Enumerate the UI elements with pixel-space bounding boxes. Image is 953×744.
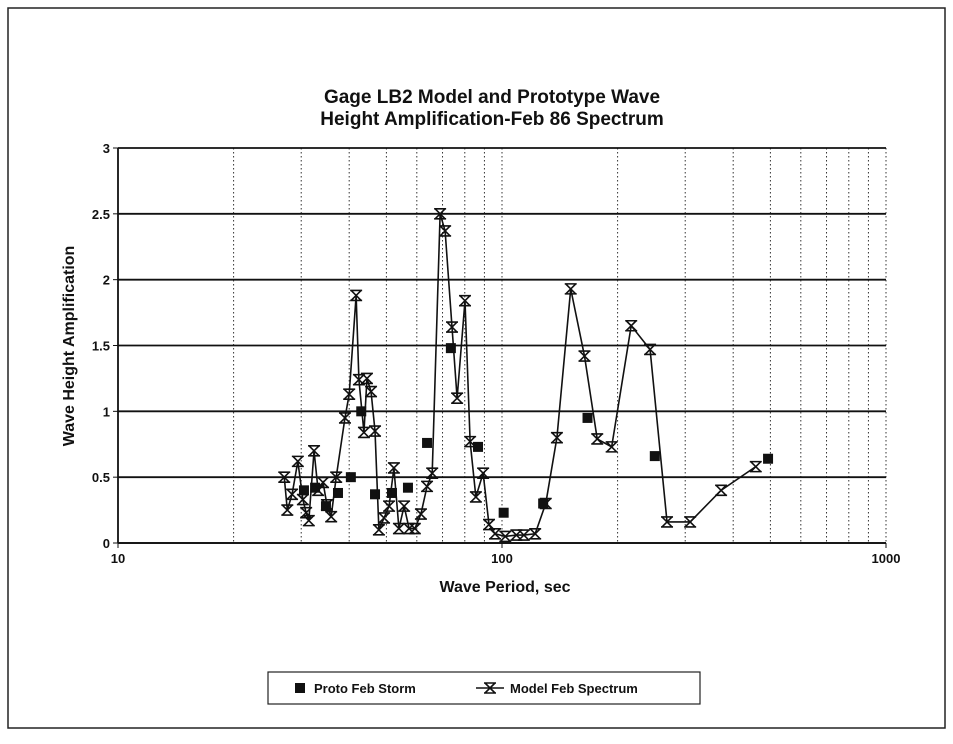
data-point (529, 527, 542, 540)
data-point (649, 451, 660, 462)
data-point (445, 343, 456, 354)
data-point (451, 392, 464, 404)
data-point (312, 484, 325, 497)
x-axis-label: Wave Period, sec (439, 579, 570, 596)
data-point (538, 498, 549, 509)
data-point (352, 373, 365, 386)
y-tick-label: 0.5 (92, 470, 110, 485)
data-point (510, 529, 523, 541)
data-point (625, 319, 638, 332)
data-point (345, 472, 356, 483)
data-point (320, 499, 333, 511)
data-point (408, 522, 421, 535)
data-point (446, 321, 459, 333)
data-point (763, 453, 774, 464)
data-point (458, 294, 471, 307)
x-tick-label: 1000 (872, 551, 901, 566)
data-point (360, 372, 373, 385)
y-tick-label: 1.5 (92, 339, 110, 354)
data-point (332, 487, 343, 498)
data-point (414, 508, 427, 520)
data-point (473, 441, 484, 452)
data-point (350, 289, 363, 302)
data-point (644, 343, 657, 356)
data-point (684, 516, 697, 528)
data-point (517, 529, 530, 541)
y-axis-label: Wave Height Amplification (61, 246, 78, 447)
data-point (291, 455, 304, 468)
legend-marker (484, 682, 496, 694)
data-point (357, 426, 370, 439)
data-point (298, 485, 309, 496)
data-point (550, 431, 563, 444)
legend-box (267, 671, 701, 705)
data-point (421, 480, 434, 493)
data-point (499, 530, 512, 543)
data-point (582, 412, 593, 423)
data-point (308, 445, 321, 457)
legend-label: Model Feb Spectrum (510, 681, 638, 696)
data-point (402, 482, 413, 493)
data-point (302, 514, 315, 527)
data-point (489, 527, 502, 540)
data-point (378, 512, 391, 524)
data-point (296, 493, 309, 506)
data-point (383, 500, 396, 512)
data-point (338, 412, 351, 424)
data-point (398, 500, 411, 512)
data-point (539, 497, 552, 510)
data-point (578, 350, 591, 362)
data-point (422, 437, 433, 448)
data-point (317, 476, 330, 489)
data-point (605, 441, 618, 453)
data-point (325, 510, 338, 523)
data-point (469, 491, 482, 503)
data-point (498, 507, 509, 518)
data-point (439, 225, 452, 237)
data-point (343, 388, 356, 401)
y-tick-label: 0 (103, 536, 110, 551)
y-tick-label: 2.5 (92, 207, 110, 222)
legend-label: Proto Feb Storm (314, 681, 416, 696)
data-point (386, 487, 397, 498)
chart-title: Gage LB2 Model and Prototype Wave (324, 87, 660, 108)
data-point (564, 283, 577, 295)
data-point (365, 385, 378, 398)
data-point (434, 208, 447, 220)
data-point (661, 516, 674, 528)
data-point (387, 462, 400, 474)
y-tick-label: 1 (103, 404, 110, 419)
y-tick-label: 3 (103, 141, 110, 156)
data-point (392, 522, 405, 535)
data-point (286, 488, 299, 501)
data-point (281, 504, 294, 516)
x-tick-label: 10 (111, 551, 125, 566)
data-point (330, 471, 343, 483)
data-point (278, 471, 291, 483)
data-point (715, 484, 728, 497)
data-point (482, 518, 495, 531)
data-point (749, 460, 762, 473)
x-tick-label: 100 (491, 551, 513, 566)
legend-marker (295, 683, 305, 693)
chart-title: Height Amplification-Feb 86 Spectrum (320, 109, 663, 130)
y-tick-label: 2 (103, 273, 110, 288)
frame (7, 7, 946, 729)
data-point (426, 467, 439, 480)
data-point (369, 425, 382, 437)
series-line (283, 213, 757, 538)
data-point (477, 467, 490, 480)
data-point (591, 433, 604, 445)
data-point (464, 435, 477, 448)
data-point (372, 524, 385, 536)
data-point (370, 489, 381, 500)
